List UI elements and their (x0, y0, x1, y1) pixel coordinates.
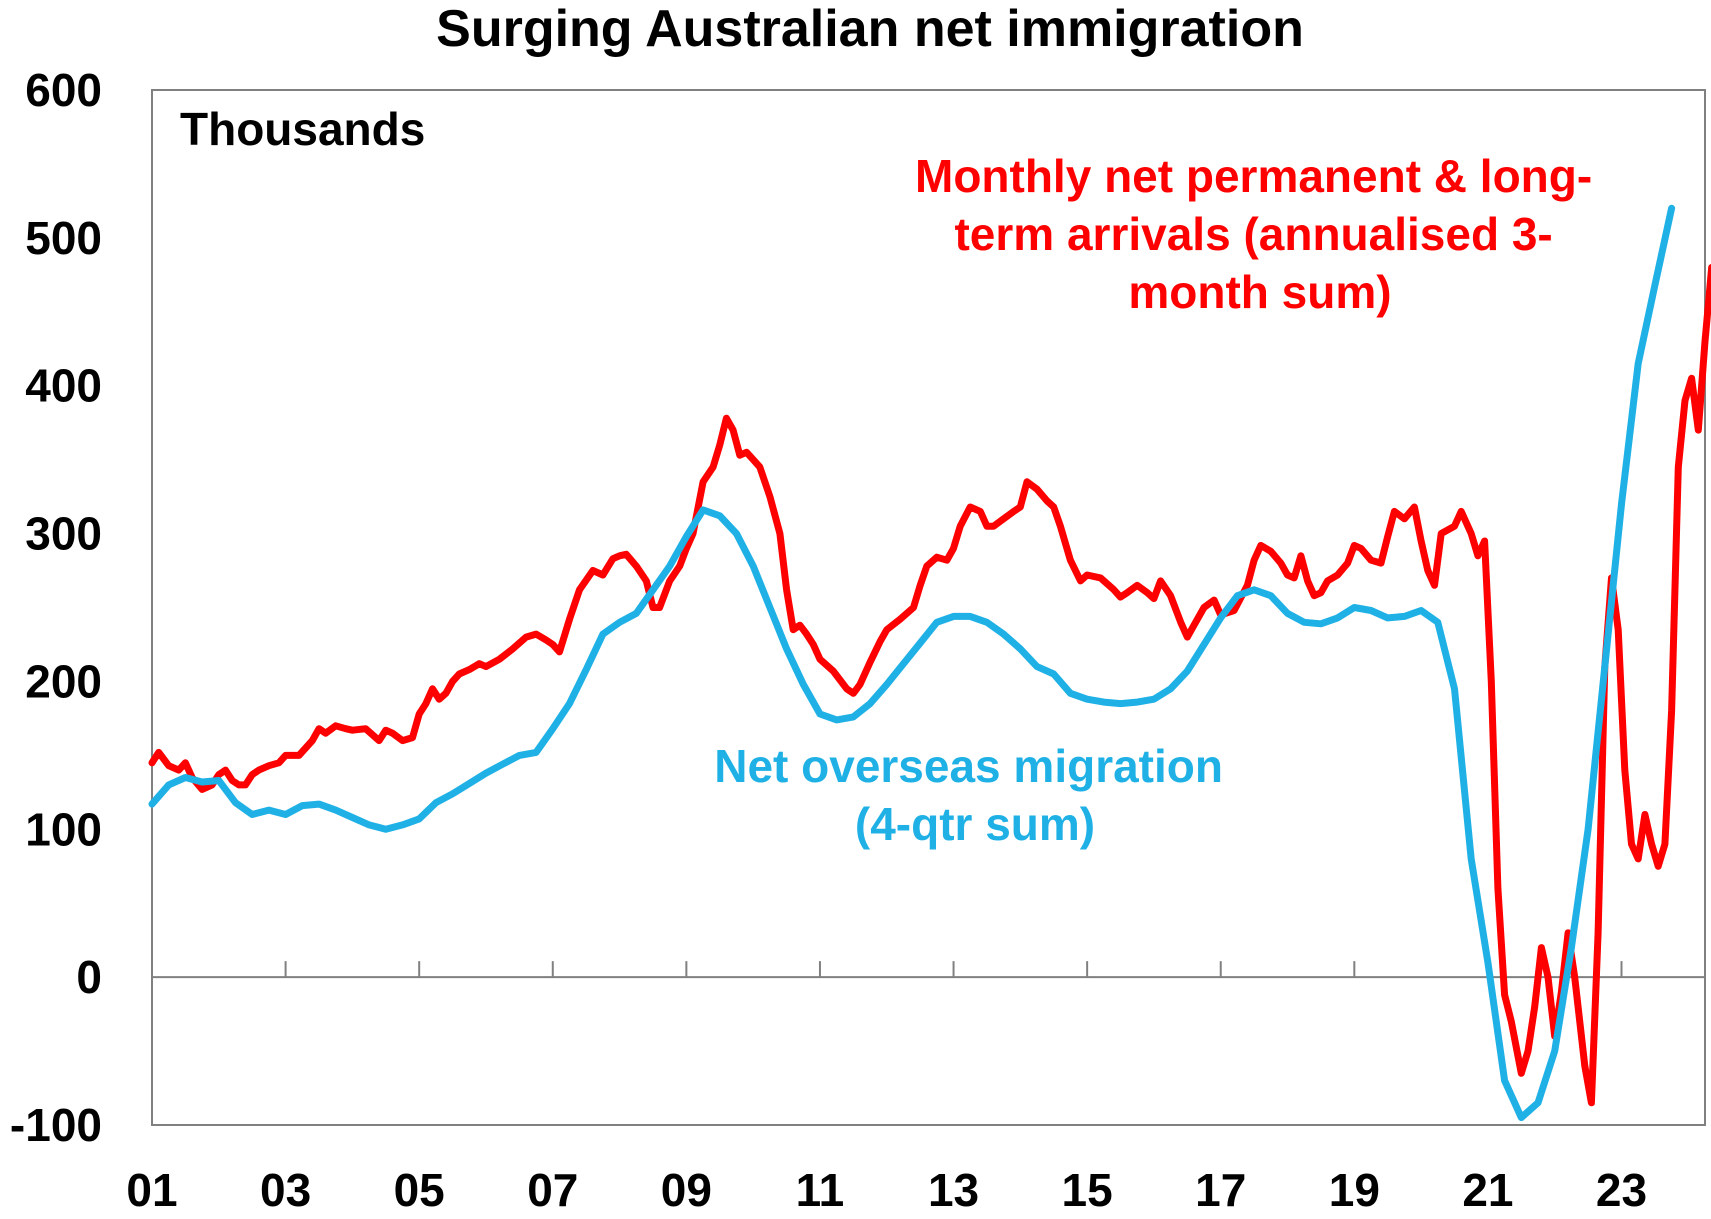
x-tick-label: 05 (394, 1164, 445, 1216)
x-tick-label: 01 (126, 1164, 177, 1216)
x-tick-label: 17 (1195, 1164, 1246, 1216)
series-label-nom-line-2: (4-qtr sum) (855, 798, 1095, 850)
y-tick-label: 0 (76, 951, 102, 1003)
y-tick-label: 600 (25, 64, 102, 116)
series-layer (148, 204, 1711, 1122)
x-tick-label: 21 (1462, 1164, 1513, 1216)
series-label-nom-line-1: Net overseas migration (714, 740, 1223, 792)
chart-title: Surging Australian net immigration (436, 0, 1304, 58)
x-tick-label: 07 (527, 1164, 578, 1216)
series-line-arrivals (148, 263, 1711, 1107)
series-line-nom (148, 204, 1676, 1122)
series-label-arrivals-line-3: month sum) (1128, 266, 1391, 318)
y-tick-label: 300 (25, 508, 102, 560)
x-tick-label: 19 (1329, 1164, 1380, 1216)
x-tick-label: 11 (796, 1164, 845, 1216)
x-tick-label: 09 (661, 1164, 712, 1216)
y-tick-label: 200 (25, 655, 102, 707)
x-tick-label: 03 (260, 1164, 311, 1216)
y-tick-label: 500 (25, 212, 102, 264)
plot-area (151, 89, 1706, 1126)
y-tick-label: 400 (25, 360, 102, 412)
series-label-arrivals-line-2: term arrivals (annualised 3- (954, 208, 1552, 260)
x-axis: 01 03 05 07 09 11 13 15 17 19 21 23 (126, 961, 1705, 1216)
y-axis: -100 0 100 200 300 400 500 600 (10, 64, 102, 1151)
y-tick-label: -100 (10, 1099, 102, 1151)
y-tick-label: 100 (25, 803, 102, 855)
series-label-arrivals: Monthly net permanent & long- term arriv… (915, 150, 1605, 318)
x-tick-label: 15 (1062, 1164, 1113, 1216)
series-label-arrivals-line-1: Monthly net permanent & long- (915, 150, 1592, 202)
series-label-nom: Net overseas migration (4-qtr sum) (714, 740, 1236, 850)
x-tick-label: 13 (928, 1164, 979, 1216)
x-tick-label: 23 (1596, 1164, 1647, 1216)
unit-label: Thousands (180, 103, 425, 155)
